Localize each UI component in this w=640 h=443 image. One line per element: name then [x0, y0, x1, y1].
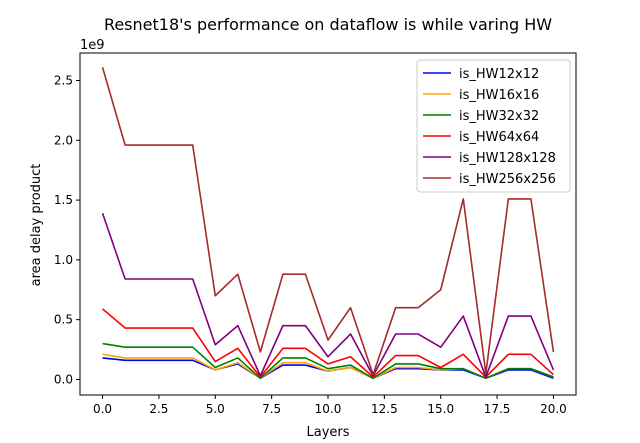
legend-label: is_HW32x32	[459, 109, 539, 124]
legend-box	[416, 59, 571, 193]
y-axis-label: area delay product	[29, 164, 44, 287]
y-tick-label: 0.0	[54, 372, 73, 386]
series-line-is_HW128x128	[101, 212, 555, 378]
x-tick-label: 5.0	[206, 402, 225, 416]
x-tick-label: 15.0	[427, 402, 454, 416]
series-line-is_HW32x32	[102, 342, 554, 380]
series-lines	[101, 67, 555, 380]
y-tick-label: 1.0	[54, 253, 73, 267]
legend-label: is_HW64x64	[459, 130, 539, 145]
legend-label: is_HW12x12	[459, 67, 539, 82]
x-tick-label: 7.5	[262, 402, 281, 416]
y-scale-offset-label: 1e9	[80, 38, 105, 53]
series-line-is_HW64x64	[102, 308, 554, 378]
legend-label: is_HW16x16	[459, 88, 539, 103]
x-tick-label: 17.5	[484, 402, 511, 416]
plot-area-frame	[79, 52, 577, 396]
x-tick-label: 10.0	[315, 402, 342, 416]
chart-title: Resnet18's performance on dataflow is wh…	[104, 15, 552, 34]
axis-ticks: 0.0 2.5 5.0 7.5 10.0 12.5 15.0 17.5 20.0 0.0 0.5 1.…	[54, 74, 567, 416]
y-tick-label: 2.5	[54, 74, 73, 88]
x-axis-label: Layers	[306, 425, 349, 440]
y-tick-label: 1.5	[54, 193, 73, 207]
series-line-is_HW256x256	[101, 67, 555, 376]
y-tick-label: 0.5	[54, 313, 73, 327]
y-tick-label: 2.0	[54, 133, 73, 147]
legend-label: is_HW128x128	[459, 151, 556, 166]
x-tick-label: 2.5	[149, 402, 168, 416]
legend: is_HW12x12 is_HW16x16 is_HW32x32 is_HW64x64…	[416, 59, 571, 193]
x-tick-label: 0.0	[93, 402, 112, 416]
legend-label: is_HW256x256	[459, 172, 556, 187]
x-tick-label: 12.5	[371, 402, 398, 416]
x-tick-label: 20.0	[540, 402, 567, 416]
